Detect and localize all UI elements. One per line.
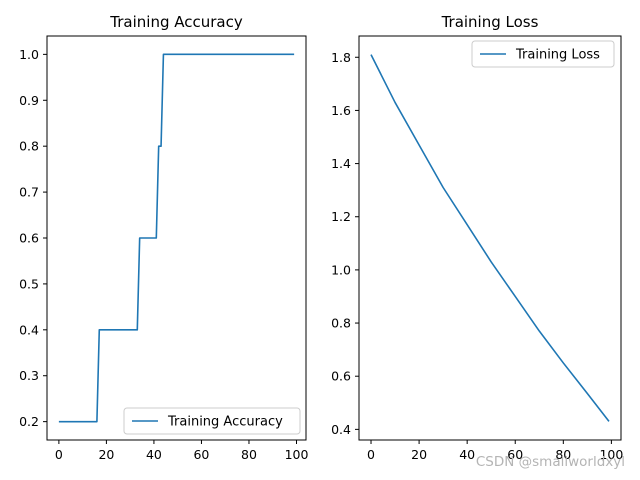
y-tick-label: 0.9	[19, 93, 39, 108]
loss-chart-panel: Training Loss 0 20 40 60 80 100 0.4 0.6 0.8 1.0 1.2…	[331, 13, 623, 462]
x-tick-label: 100	[285, 447, 309, 462]
plot-area-frame	[358, 35, 622, 441]
series-line	[370, 54, 610, 422]
x-tick-label: 60	[507, 447, 523, 462]
y-tick-label: 0.2	[19, 414, 39, 429]
y-tick-label: 1.0	[19, 47, 39, 62]
y-tick-label: 0.8	[331, 316, 351, 331]
legend-box	[123, 407, 301, 435]
y-tick-label: 0.4	[331, 422, 351, 437]
plot-area-frame	[46, 35, 307, 441]
legend: Training Loss	[471, 40, 615, 68]
y-tick-label: 0.5	[19, 276, 39, 291]
y-tick-label: 1.0	[331, 262, 351, 277]
legend-label: Training Accuracy	[167, 415, 283, 430]
y-tick-label: 0.6	[19, 231, 39, 246]
x-tick-label: 40	[459, 447, 475, 462]
y-tick-label: 0.4	[19, 322, 39, 337]
x-tick-label: 0	[367, 447, 375, 462]
accuracy-chart-panel: Training Accuracy 0 20 40 60 80 100 0.2 0.3 0.4 0.…	[19, 13, 308, 462]
legend-box	[471, 40, 615, 68]
chart-title: Training Accuracy	[109, 13, 243, 31]
series-line	[58, 53, 295, 423]
x-tick-label: 20	[98, 447, 114, 462]
x-tick-label: 80	[241, 447, 257, 462]
y-tick-label: 0.6	[331, 369, 351, 384]
x-tick-label: 40	[146, 447, 162, 462]
x-tick-label: 20	[411, 447, 427, 462]
chart-title: Training Loss	[441, 13, 539, 31]
legend-label: Training Loss	[515, 48, 600, 63]
y-tick-label: 1.6	[331, 103, 351, 118]
y-tick-label: 1.8	[331, 50, 351, 65]
x-tick-label: 80	[555, 447, 571, 462]
watermark: CSDN @smallworldxyl	[476, 454, 625, 470]
x-tick-label: 100	[599, 447, 623, 462]
x-tick-label: 60	[193, 447, 209, 462]
y-tick-label: 1.4	[331, 156, 351, 171]
legend: Training Accuracy	[123, 407, 301, 435]
x-tick-label: 0	[55, 447, 63, 462]
y-tick-label: 0.3	[19, 368, 39, 383]
y-tick-label: 0.8	[19, 139, 39, 154]
y-tick-label: 1.2	[331, 209, 351, 224]
y-tick-label: 0.7	[19, 185, 39, 200]
